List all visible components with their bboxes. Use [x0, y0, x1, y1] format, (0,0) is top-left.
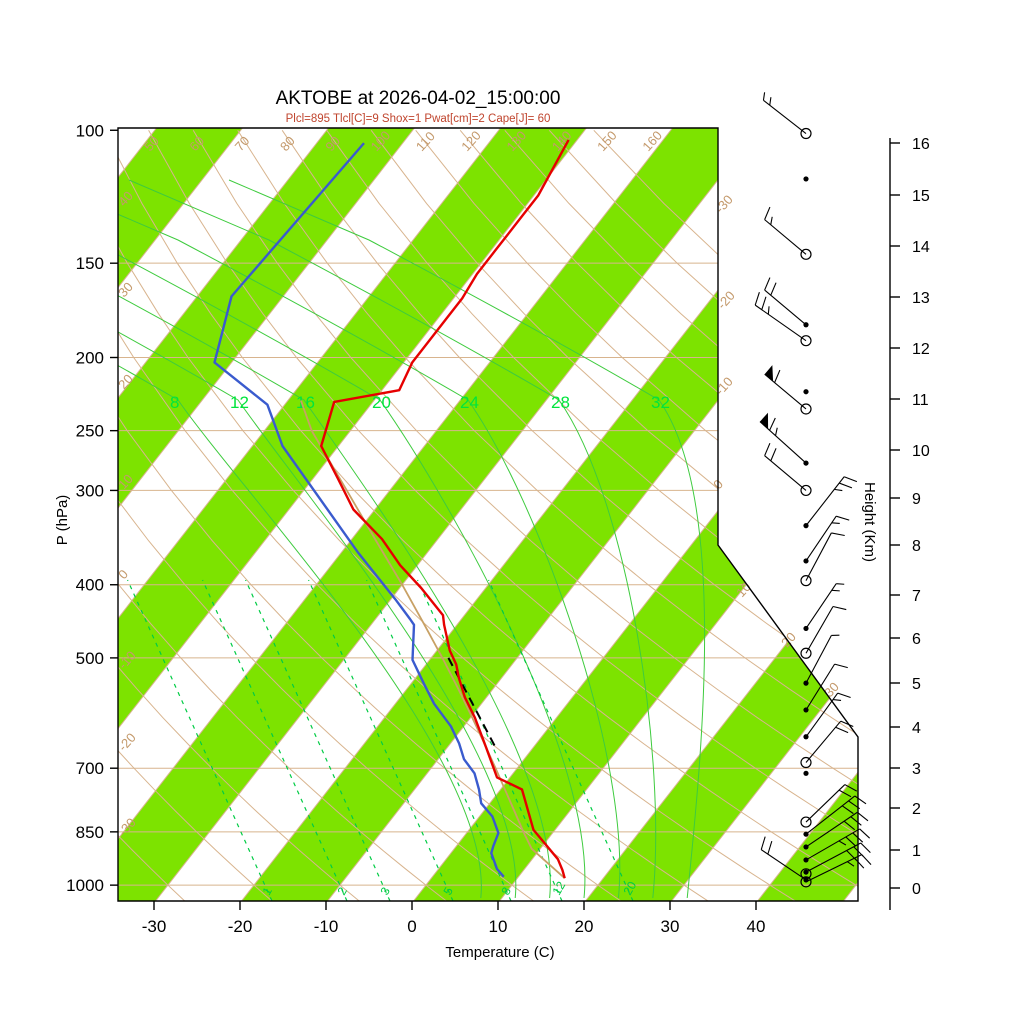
svg-text:12: 12: [549, 879, 568, 898]
dewpoint-curve: [213, 142, 505, 878]
svg-text:15: 15: [912, 188, 930, 205]
svg-text:2: 2: [912, 801, 921, 818]
svg-text:30: 30: [661, 917, 680, 936]
svg-text:4: 4: [912, 720, 921, 737]
wind-barb: [803, 770, 809, 776]
svg-text:28: 28: [551, 393, 570, 412]
profile-curves: [213, 139, 570, 879]
wind-barb: [803, 811, 869, 850]
wind-barb-column: [754, 92, 872, 888]
svg-text:0: 0: [912, 881, 921, 898]
svg-text:20: 20: [575, 917, 594, 936]
moist-adiabat-lines: [118, 179, 706, 899]
wind-barb: [800, 532, 845, 587]
sounding-indices-subtitle: Plcl=895 Tlcl[C]=9 Shox=1 Pwat[cm]=2 Cap…: [285, 113, 551, 125]
svg-text:20: 20: [620, 879, 639, 898]
svg-text:850: 850: [76, 823, 104, 842]
svg-text:40: 40: [747, 917, 766, 936]
svg-text:8: 8: [170, 393, 179, 412]
wind-barb: [803, 176, 809, 182]
svg-text:10: 10: [912, 443, 930, 460]
svg-text:-10: -10: [314, 917, 339, 936]
wind-barb: [754, 292, 812, 347]
wind-barb: [759, 412, 809, 466]
wind-barb: [803, 663, 848, 713]
wind-barb: [764, 442, 812, 497]
wind-barb: [764, 365, 812, 415]
svg-text:16: 16: [296, 393, 315, 412]
wind-barb: [803, 583, 845, 632]
svg-text:11: 11: [912, 392, 929, 409]
svg-text:200: 200: [76, 349, 104, 368]
svg-text:100: 100: [76, 121, 104, 140]
svg-text:700: 700: [76, 759, 104, 778]
svg-text:8: 8: [912, 538, 921, 555]
svg-text:12: 12: [230, 393, 249, 412]
svg-text:300: 300: [76, 481, 104, 500]
svg-text:14: 14: [912, 239, 930, 256]
wind-barb: [803, 389, 809, 395]
svg-text:0: 0: [407, 917, 416, 936]
svg-text:3: 3: [912, 761, 921, 778]
svg-text:400: 400: [76, 576, 104, 595]
plot-frame: [117, 127, 859, 902]
svg-text:10: 10: [489, 917, 508, 936]
wind-barb: [800, 784, 858, 828]
wind-barb: [764, 277, 809, 328]
page-title: AKTOBE at 2026-04-02_15:00:00: [275, 88, 561, 109]
svg-text:6: 6: [912, 631, 921, 648]
wind-barb: [764, 206, 812, 260]
cape-parcel-dashed-line: [447, 657, 497, 748]
svg-text:-20: -20: [228, 917, 253, 936]
svg-text:500: 500: [76, 649, 104, 668]
pressure-axis-label: P (hPa): [54, 494, 71, 546]
wind-barb: [803, 692, 851, 740]
svg-text:1: 1: [912, 843, 921, 860]
svg-text:20: 20: [372, 393, 391, 412]
wind-barb: [762, 92, 812, 140]
svg-text:13: 13: [912, 290, 930, 307]
svg-text:24: 24: [460, 393, 479, 412]
wind-barb: [800, 605, 847, 659]
temperature-axis-label: Temperature (C): [445, 944, 555, 961]
wind-barb: [803, 476, 858, 529]
wind-barb: [800, 854, 872, 888]
temperature-curve: [320, 139, 570, 879]
wind-barb: [803, 634, 840, 686]
svg-text:32: 32: [651, 393, 670, 412]
svg-text:9: 9: [912, 491, 921, 508]
wind-barb: [800, 720, 854, 769]
wind-barb: [803, 515, 850, 564]
wind-barb: [803, 828, 871, 863]
svg-text:12: 12: [912, 341, 930, 358]
parcel-ascent-curve: [300, 400, 566, 879]
svg-text:1000: 1000: [66, 876, 104, 895]
svg-text:7: 7: [912, 588, 921, 605]
pressure-axis: 100 150 200 250 300 400 500 700 850 1000: [66, 121, 118, 895]
wind-barb: [803, 795, 867, 837]
svg-text:250: 250: [76, 422, 104, 441]
height-axis-label: Height (Km): [861, 481, 878, 563]
svg-text:5: 5: [912, 676, 921, 693]
svg-text:150: 150: [76, 254, 104, 273]
temperature-axis: -30 -20 -10 0 10 20 30 40: [142, 901, 766, 936]
svg-text:-30: -30: [142, 917, 167, 936]
svg-text:16: 16: [912, 136, 930, 153]
